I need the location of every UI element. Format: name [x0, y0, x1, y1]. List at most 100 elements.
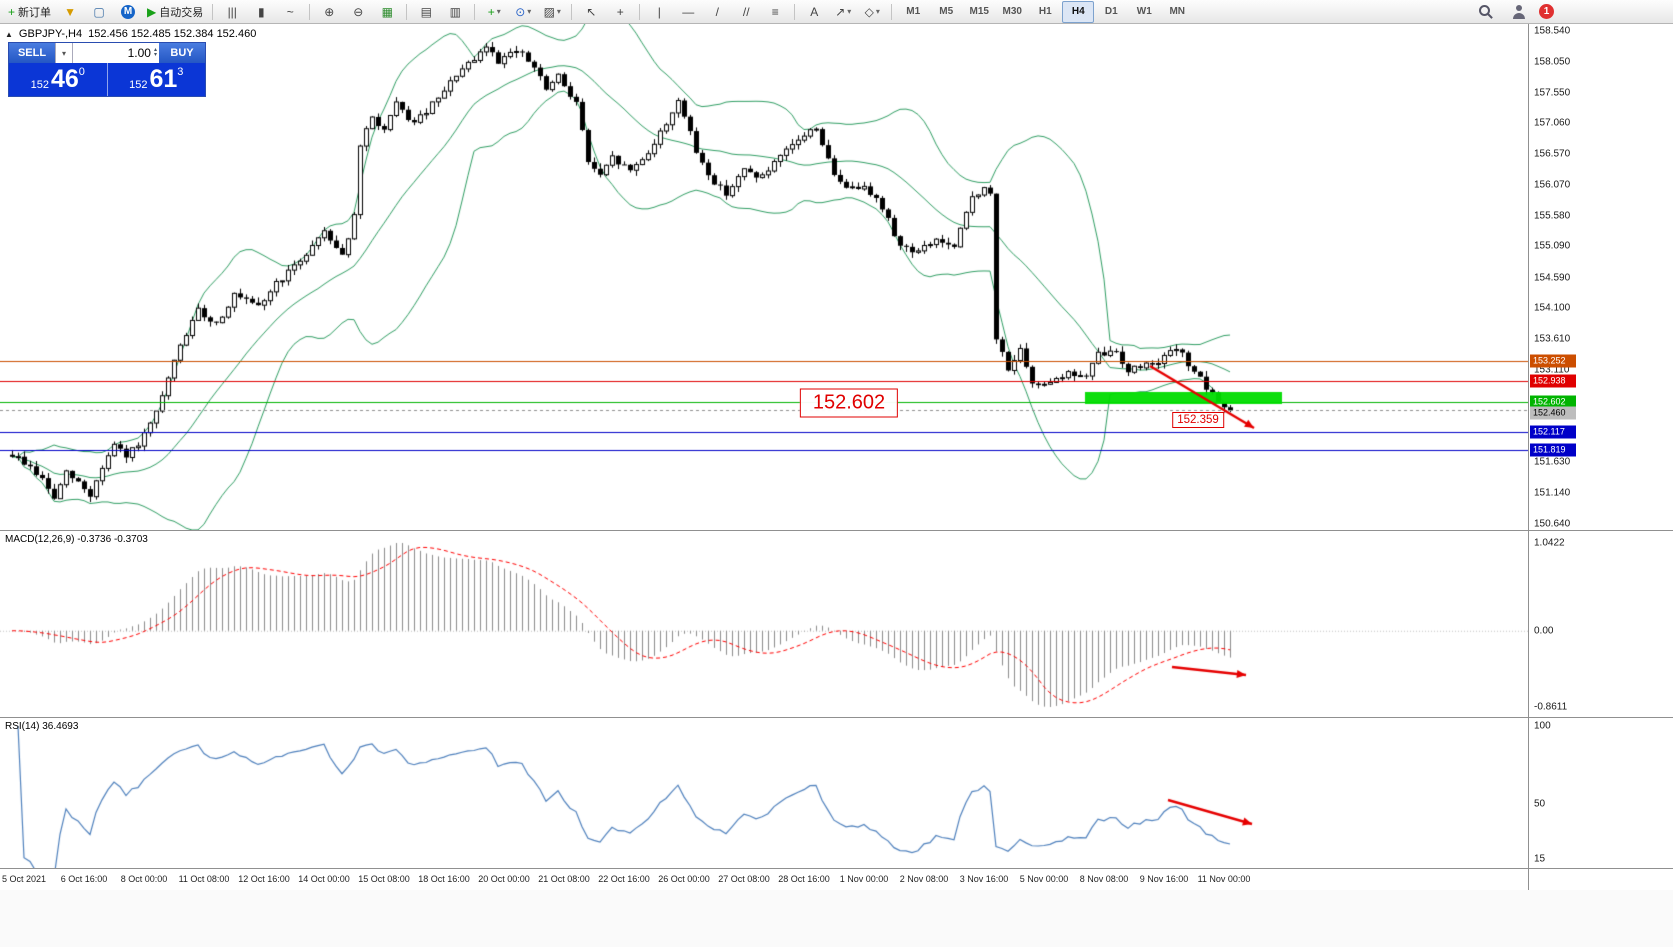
horizontal-line-button[interactable]: — — [674, 1, 702, 23]
buy-button[interactable]: BUY — [159, 43, 205, 63]
toolbar-separator — [474, 3, 476, 20]
fibonacci-button[interactable]: ≡ — [761, 1, 789, 23]
user-icon — [1512, 4, 1526, 19]
price-annotation-small[interactable]: 152.359 — [1172, 412, 1224, 428]
zoom-out-button[interactable]: ⊖ — [344, 1, 372, 23]
time-axis-label: 5 Nov 00:00 — [1019, 874, 1069, 884]
lot-size-input[interactable]: 1.00 ▴ ▾ — [73, 43, 159, 63]
template-button-dropdown-icon[interactable]: ▾ — [556, 7, 561, 16]
timeframe-w1-button[interactable]: W1 — [1136, 6, 1152, 17]
time-axis-label: 27 Oct 08:00 — [718, 874, 770, 884]
timeframe-h1-button[interactable]: H1 — [1038, 6, 1052, 17]
template-button[interactable]: ▨ ▾ — [538, 1, 566, 23]
bar-chart-icon: ||| — [227, 4, 237, 19]
price-chart-canvas[interactable] — [0, 24, 1528, 530]
lot-spinner[interactable]: ▴ ▾ — [153, 47, 157, 58]
zoom-in-icon: ⊕ — [324, 4, 335, 19]
profiles-icon: ▼ — [64, 4, 76, 19]
zoom-out-icon: ⊖ — [353, 4, 364, 19]
lot-up-icon[interactable]: ▴ — [153, 47, 157, 53]
arrow-objects-button-dropdown-icon[interactable]: ▾ — [847, 7, 852, 16]
candlestick-chart-button[interactable]: ▮ — [247, 1, 275, 23]
search-button[interactable] — [1471, 1, 1499, 23]
lot-down-icon[interactable]: ▾ — [153, 52, 157, 58]
toolbar-separator — [212, 3, 214, 20]
candlestick-chart-icon: ▮ — [257, 4, 265, 19]
period-button[interactable]: ⊙ ▾ — [509, 1, 537, 23]
data-window-button[interactable]: ▢ — [85, 1, 113, 23]
price-axis-label: 157.060 — [1534, 117, 1571, 129]
time-axis-label: 21 Oct 08:00 — [538, 874, 590, 884]
cascade-windows-button[interactable]: ▥ — [441, 1, 469, 23]
rsi-axis[interactable]: 100 50 15 — [1528, 718, 1673, 868]
new-chart-button-dropdown-icon[interactable]: ▾ — [496, 7, 501, 16]
price-axis-label: 155.090 — [1534, 240, 1571, 252]
time-axis-label: 6 Oct 16:00 — [60, 874, 108, 884]
time-axis-label: 9 Nov 16:00 — [1139, 874, 1189, 884]
timeframe-m5-button[interactable]: M5 — [939, 6, 954, 17]
main-toolbar: + 新订单 ▼ ▢ M ▶ 自动交易 ||| ▮ ~ ⊕ ⊖ ▦ ▤ ▥ + ▾ ⊙ ▾ ▨ ▾ ↖ + | — ///≡ A ↗ ▾ ◇… — [0, 0, 1673, 24]
vertical-line-button[interactable]: | — [645, 1, 673, 23]
sell-button[interactable]: SELL — [9, 43, 55, 63]
time-axis-label: 20 Oct 00:00 — [478, 874, 530, 884]
equidistant-channel-icon: // — [742, 4, 750, 19]
line-chart-button[interactable]: ~ — [276, 1, 304, 23]
toolbar-separator — [571, 3, 573, 20]
price-axis-label: 155.580 — [1534, 210, 1571, 222]
macd-axis-label: 0.00 — [1534, 625, 1554, 637]
price-axis-label: 153.610 — [1534, 333, 1571, 345]
timeframe-m15-button[interactable]: M15 — [969, 6, 989, 17]
cursor-icon: ↖ — [586, 4, 597, 19]
timeframe-m1-button[interactable]: M1 — [906, 6, 921, 17]
time-axis-label: 11 Nov 00:00 — [1197, 874, 1251, 884]
arrow-objects-icon: ↗ — [835, 4, 846, 19]
equidistant-channel-button[interactable]: // — [732, 1, 760, 23]
shapes-button[interactable]: ◇ ▾ — [858, 1, 886, 23]
trade-panel-controls: SELL ▾ 1.00 ▴ ▾ BUY — [9, 43, 205, 63]
tile-windows-button[interactable]: ▦ — [373, 1, 401, 23]
sell-price-display[interactable]: 152 46 0 — [9, 63, 107, 96]
timeframe-h4-button[interactable]: H4 — [1062, 0, 1095, 23]
sell-price-prefix: 152 — [30, 79, 49, 91]
cursor-button[interactable]: ↖ — [577, 1, 605, 23]
profiles-button[interactable]: ▼ — [56, 1, 84, 23]
time-axis-label: 15 Oct 08:00 — [358, 874, 410, 884]
buy-price-display[interactable]: 152 61 3 — [108, 63, 206, 96]
text-label-button[interactable]: A — [800, 1, 828, 23]
one-click-toggle-icon[interactable]: ▲ — [5, 29, 13, 39]
zoom-in-button[interactable]: ⊕ — [315, 1, 343, 23]
notification-badge[interactable]: 1 — [1539, 4, 1554, 19]
new-chart-button[interactable]: + ▾ — [480, 1, 508, 23]
macd-canvas[interactable] — [0, 531, 1528, 717]
timeframe-m30-button[interactable]: M30 — [1002, 6, 1022, 17]
crosshair-button[interactable]: + — [606, 1, 634, 23]
time-axis-label: 14 Oct 00:00 — [298, 874, 350, 884]
price-axis-label: 151.140 — [1534, 487, 1571, 499]
time-axis[interactable]: 5 Oct 2021 6 Oct 16:00 8 Oct 00:00 11 Oct 0… — [0, 868, 1673, 890]
time-axis-label: 8 Oct 00:00 — [120, 874, 168, 884]
timeframe-d1-button[interactable]: D1 — [1104, 6, 1118, 17]
account-button[interactable] — [1505, 1, 1533, 23]
price-axis-label: 154.590 — [1534, 272, 1571, 283]
macd-axis-label: 1.0422 — [1534, 537, 1565, 549]
empty-area — [0, 890, 1673, 947]
trade-panel-prices: 152 46 0 152 61 3 — [9, 63, 205, 96]
timeframe-mn-button[interactable]: MN — [1169, 6, 1186, 17]
symbol-title: GBPJPY-,H4 — [18, 28, 83, 40]
bar-chart-button[interactable]: ||| — [218, 1, 246, 23]
rsi-canvas[interactable] — [0, 718, 1528, 868]
order-type-dropdown[interactable]: ▾ — [55, 43, 73, 63]
period-button-dropdown-icon[interactable]: ▾ — [527, 7, 532, 16]
new-order-button[interactable]: + 新订单 — [4, 1, 55, 23]
arrange-windows-button[interactable]: ▤ — [412, 1, 440, 23]
toolbar-separator — [794, 3, 796, 20]
macd-axis[interactable]: 1.0422 0.00 -0.8611 — [1528, 531, 1673, 717]
community-button[interactable]: M — [114, 1, 142, 23]
time-axis-label: 28 Oct 16:00 — [778, 874, 830, 884]
autotrade-button[interactable]: ▶ 自动交易 — [143, 1, 207, 23]
arrow-objects-button[interactable]: ↗ ▾ — [829, 1, 857, 23]
trendline-button[interactable]: / — [703, 1, 731, 23]
price-annotation-large[interactable]: 152.602 — [799, 388, 899, 418]
price-axis[interactable]: 158.540 158.050 157.550 157.060 156.570 156.0… — [1528, 24, 1673, 530]
shapes-button-dropdown-icon[interactable]: ▾ — [875, 7, 880, 16]
